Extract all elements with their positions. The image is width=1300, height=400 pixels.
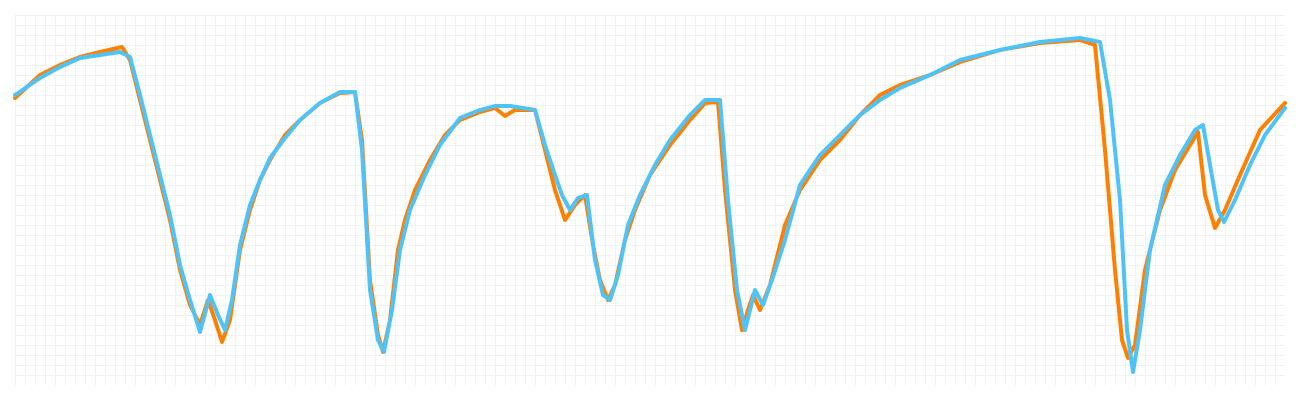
line-series [13,36,1287,374]
